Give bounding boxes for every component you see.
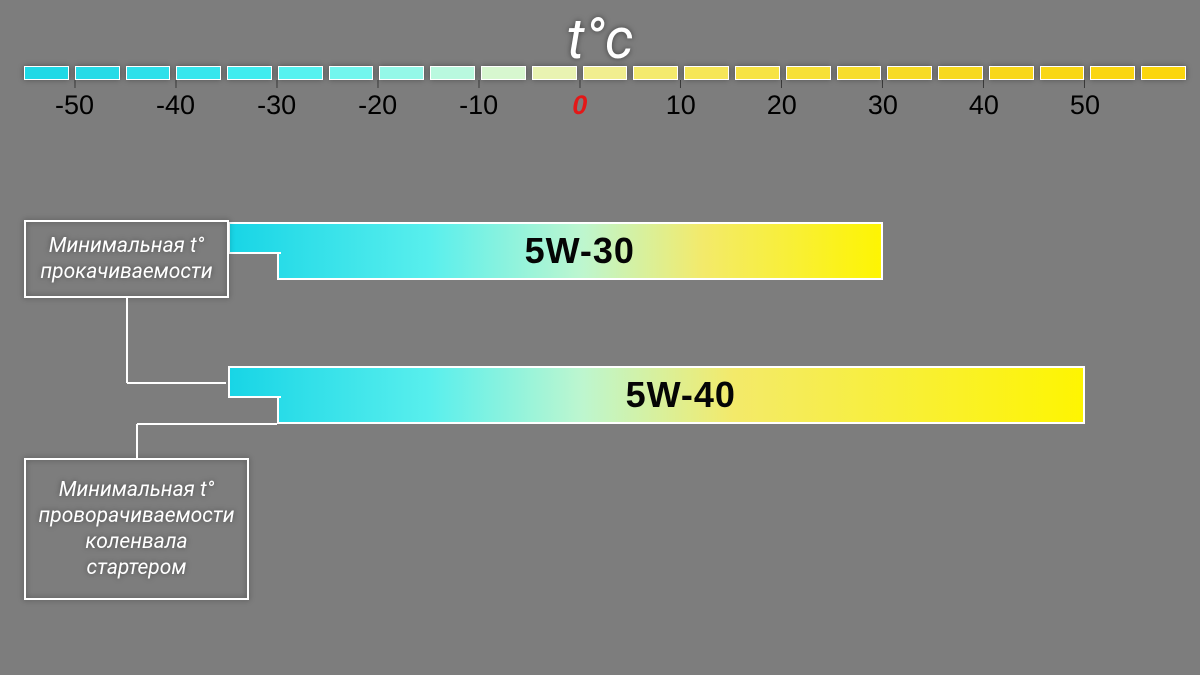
oil-bar-5w40: 5W-40	[277, 366, 1085, 424]
scale-cell	[329, 66, 374, 80]
scale-cell	[430, 66, 475, 80]
scale-tick: 10	[666, 80, 696, 121]
oil-bar-label: 5W-30	[525, 230, 635, 272]
scale-tick: -30	[257, 80, 296, 121]
scale-cell	[24, 66, 69, 80]
callout-pump: Минимальная t°прокачиваемости	[24, 220, 229, 298]
scale-tick: -20	[358, 80, 397, 121]
scale-cell	[1141, 66, 1186, 80]
oil-bar-step	[228, 366, 281, 398]
scale-cell	[735, 66, 780, 80]
scale-cell	[1090, 66, 1135, 80]
scale-tick: 50	[1070, 80, 1100, 121]
oil-bar-5w30: 5W-30	[277, 222, 883, 280]
temperature-scale: -50 -40 -30 -20 -10 0 10 20 30 40 50	[24, 66, 1186, 120]
chart-canvas: t°c -50 -40 -30 -20 -10 0 10 20 30 40 50 5W-30 5W-4…	[0, 0, 1200, 675]
oil-bar-step	[228, 222, 281, 254]
scale-color-row	[24, 66, 1186, 80]
scale-cell	[227, 66, 272, 80]
scale-cell	[379, 66, 424, 80]
scale-tick: -40	[156, 80, 195, 121]
scale-cell	[633, 66, 678, 80]
oil-bar-label: 5W-40	[626, 374, 736, 416]
scale-cell	[837, 66, 882, 80]
scale-cell	[126, 66, 171, 80]
scale-cell	[989, 66, 1034, 80]
scale-cell	[532, 66, 577, 80]
scale-tick: 20	[767, 80, 797, 121]
scale-cell	[1040, 66, 1085, 80]
leader-line	[136, 424, 138, 458]
scale-tick: 30	[868, 80, 898, 121]
chart-title: t°c	[0, 6, 1200, 72]
scale-tick: -50	[55, 80, 94, 121]
scale-cell	[278, 66, 323, 80]
scale-tick: 0	[572, 80, 587, 121]
scale-ticks: -50 -40 -30 -20 -10 0 10 20 30 40 50	[24, 80, 1186, 120]
scale-tick: 40	[969, 80, 999, 121]
scale-tick: -10	[459, 80, 498, 121]
scale-cell	[786, 66, 831, 80]
scale-cell	[684, 66, 729, 80]
scale-cell	[176, 66, 221, 80]
scale-cell	[887, 66, 932, 80]
callout-crank: Минимальная t°проворачиваемостиколенвала…	[24, 458, 249, 600]
scale-cell	[481, 66, 526, 80]
scale-cell	[583, 66, 628, 80]
leader-line	[126, 298, 128, 383]
leader-line	[137, 423, 277, 425]
leader-line	[127, 382, 227, 384]
scale-cell	[75, 66, 120, 80]
scale-cell	[938, 66, 983, 80]
